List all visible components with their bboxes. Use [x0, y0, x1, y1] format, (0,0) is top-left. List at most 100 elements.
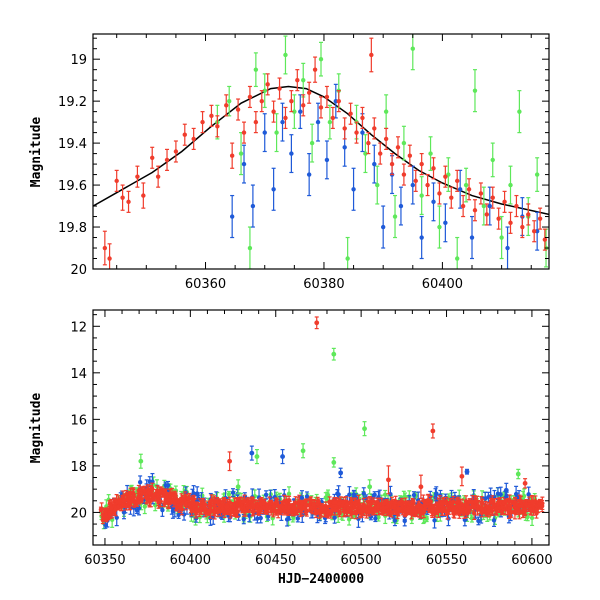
bottom-blue-point [191, 491, 196, 496]
top-green-point [419, 193, 424, 198]
bottom-blue-point [137, 480, 143, 485]
top-x-tick-label: 60400 [422, 277, 463, 292]
bottom-red-point [294, 509, 300, 514]
top-red-point [443, 174, 448, 179]
top-green-point [375, 182, 380, 188]
top-red-point [383, 136, 389, 142]
top-series-green [215, 34, 549, 269]
top-blue-point [410, 182, 415, 188]
top-blue-point [419, 235, 424, 240]
bottom-red-point [298, 504, 304, 509]
top-red-point [526, 212, 531, 217]
bottom-red-point [158, 499, 163, 504]
bottom-series-red [98, 482, 545, 525]
top-green-point [345, 256, 350, 261]
top-blue-point [298, 109, 303, 114]
bottom-blue-point [402, 518, 407, 524]
top-red-point [342, 126, 347, 131]
top-green-point [247, 245, 253, 251]
top-green-point [401, 140, 407, 146]
top-red-point [514, 203, 519, 209]
top-red-point [224, 103, 229, 108]
top-red-point [449, 195, 454, 200]
bottom-blue-point [181, 512, 187, 517]
top-red-point [490, 195, 495, 200]
top-blue-point [443, 220, 448, 226]
top-red-point [200, 119, 205, 125]
top-red-point [542, 237, 548, 242]
top-red-point [235, 107, 241, 112]
top-red-point [107, 256, 112, 261]
top-red-point [295, 77, 300, 83]
top-red-point [155, 174, 161, 179]
top-red-point [277, 86, 282, 91]
top-blue-point [289, 151, 294, 156]
top-green-point [274, 130, 279, 135]
bottom-red-point [213, 508, 219, 513]
top-red-point [419, 161, 424, 167]
top-green-point [428, 151, 433, 156]
bottom-red-point [148, 498, 154, 503]
bottom-blue-point [241, 516, 246, 522]
top-red-point [466, 187, 472, 192]
bottom-blue-point [432, 518, 437, 523]
bottom-green-point [529, 515, 535, 521]
top-green-point [463, 182, 469, 188]
bottom-red-point [316, 499, 321, 504]
top-blue-point [250, 203, 256, 209]
bottom-blue-point [476, 518, 481, 524]
top-blue-point [505, 245, 510, 251]
top-blue-point [457, 187, 463, 192]
bottom-red-point [490, 498, 495, 504]
bottom-blue-point [255, 516, 260, 521]
bottom-green-point [200, 493, 205, 498]
top-green-point [283, 52, 288, 58]
bottom-blue-point [114, 515, 119, 520]
bottom-red-point [150, 486, 155, 491]
top-red-point [460, 203, 466, 209]
top-red-point [141, 193, 146, 198]
bottom-blue-point [332, 515, 337, 520]
top-plot-area [93, 34, 549, 269]
top-red-point [150, 155, 155, 160]
top-red-point [520, 224, 525, 230]
bottom-blue-point [373, 516, 378, 521]
top-blue-point [315, 119, 321, 125]
top-red-point [531, 229, 537, 234]
top-red-point [241, 130, 247, 135]
bottom-red-point [237, 499, 242, 505]
top-red-point [378, 151, 383, 156]
top-green-point [490, 157, 495, 163]
top-blue-point [487, 203, 492, 209]
top-red-point [102, 245, 108, 251]
top-blue-point [241, 161, 247, 167]
top-red-point [395, 145, 401, 150]
bottom-blue-point [491, 518, 497, 523]
top-series-red [102, 37, 548, 269]
bottom-blue-point [165, 483, 171, 488]
top-y-tick-label: 19.4 [58, 137, 87, 152]
top-blue-point [469, 235, 475, 240]
bottom-red-point [428, 499, 433, 504]
top-red-point [306, 90, 312, 95]
bottom-red-point [313, 508, 318, 513]
bottom-blue-point [347, 492, 352, 497]
bottom-blue-point [263, 492, 269, 497]
top-green-point [508, 182, 513, 188]
top-red-point [330, 115, 336, 121]
top-blue-point [380, 224, 386, 230]
top-red-point [253, 119, 259, 125]
top-red-point [182, 132, 187, 137]
bottom-red-point [474, 499, 480, 504]
top-y-tick-label: 19 [70, 53, 87, 68]
bottom-panel: 60350 60400 60450 60500 60550 606001214161820… [29, 309, 553, 587]
bottom-plot-area [98, 316, 545, 530]
top-green-point [499, 235, 504, 240]
top-red-point [126, 199, 131, 205]
top-red-point [455, 178, 460, 184]
bottom-blue-point [304, 494, 310, 499]
top-blue-point [372, 161, 377, 167]
top-red-point [209, 113, 214, 119]
top-green-point [534, 172, 540, 177]
top-red-point [318, 105, 324, 110]
